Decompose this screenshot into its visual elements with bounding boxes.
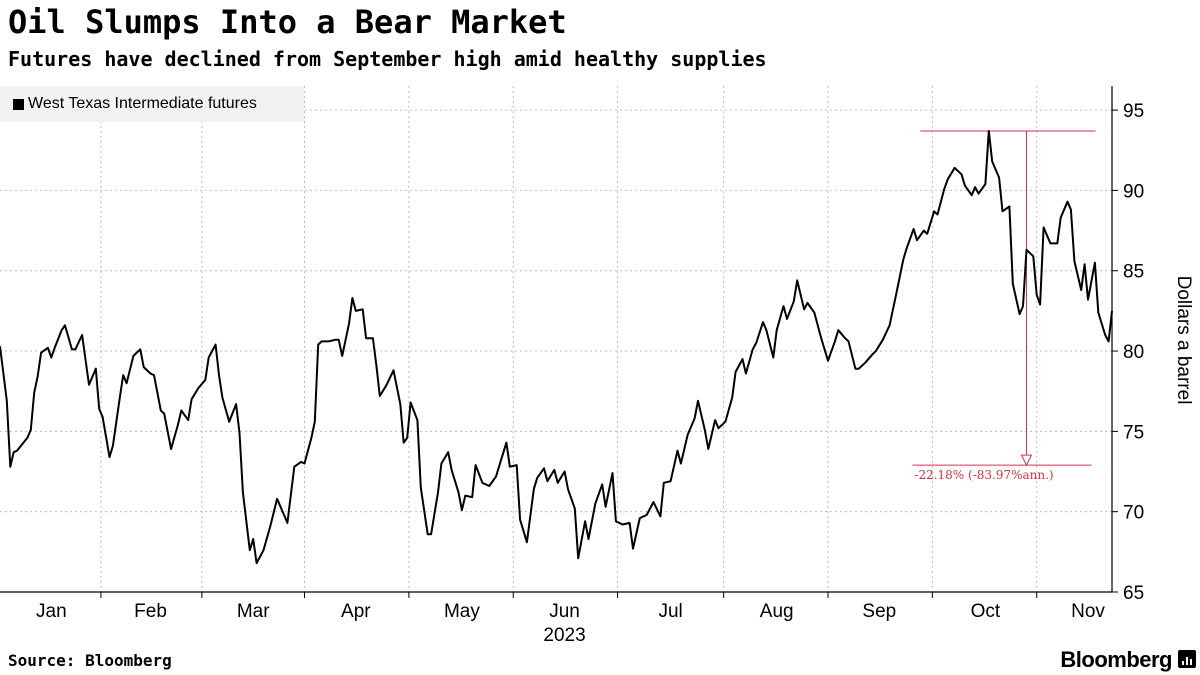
bloomberg-terminal-icon	[1178, 650, 1196, 668]
annotation-arrow-head	[1020, 454, 1033, 467]
y-tick-label: 85	[1123, 262, 1144, 283]
y-tick-label: 80	[1123, 342, 1144, 363]
y-tick-label: 75	[1123, 422, 1144, 443]
legend: West Texas Intermediate futures	[0, 86, 304, 122]
x-tick-label: Nov	[1071, 601, 1105, 622]
page-subtitle: Futures have declined from September hig…	[8, 47, 767, 71]
grid-lines	[0, 86, 1112, 592]
x-tick-label: Aug	[760, 601, 794, 622]
x-tick-label: Mar	[237, 601, 270, 622]
x-tick-label: Apr	[341, 601, 371, 622]
series-layer	[0, 130, 1113, 565]
legend-label: West Texas Intermediate futures	[28, 95, 257, 112]
source-note: Source: Bloomberg	[8, 651, 172, 670]
brand-logo: Bloomberg	[1060, 647, 1172, 672]
x-tick-label: Feb	[134, 601, 167, 622]
change-annotation: -22.18% (-83.97%ann.)	[912, 130, 1096, 482]
x-tick-label: Jan	[36, 601, 67, 622]
y-axis-label: Dollars a barrel	[1173, 276, 1194, 405]
x-tick-label: Oct	[971, 601, 1001, 622]
y-axis: 65 70 75 80 85 90 95	[1112, 101, 1144, 604]
y-tick-label: 95	[1123, 101, 1144, 122]
y-tick-label: 65	[1123, 583, 1144, 604]
x-tick-label: May	[444, 601, 480, 622]
legend-swatch	[13, 99, 24, 110]
y-tick-label: 90	[1123, 181, 1144, 202]
x-tick-label: Jul	[658, 601, 682, 622]
series-line-wti	[0, 130, 1113, 565]
page-title: Oil Slumps Into a Bear Market	[8, 3, 567, 41]
x-axis: Jan Feb Mar Apr May Jun Jul Aug Sep Oct Nov 2023	[36, 592, 1105, 646]
x-year-label: 2023	[543, 625, 585, 646]
y-tick-label: 70	[1123, 503, 1144, 524]
x-tick-label: Jun	[549, 601, 580, 622]
x-tick-label: Sep	[862, 601, 896, 622]
annotation-label: -22.18% (-83.97%ann.)	[914, 468, 1053, 482]
